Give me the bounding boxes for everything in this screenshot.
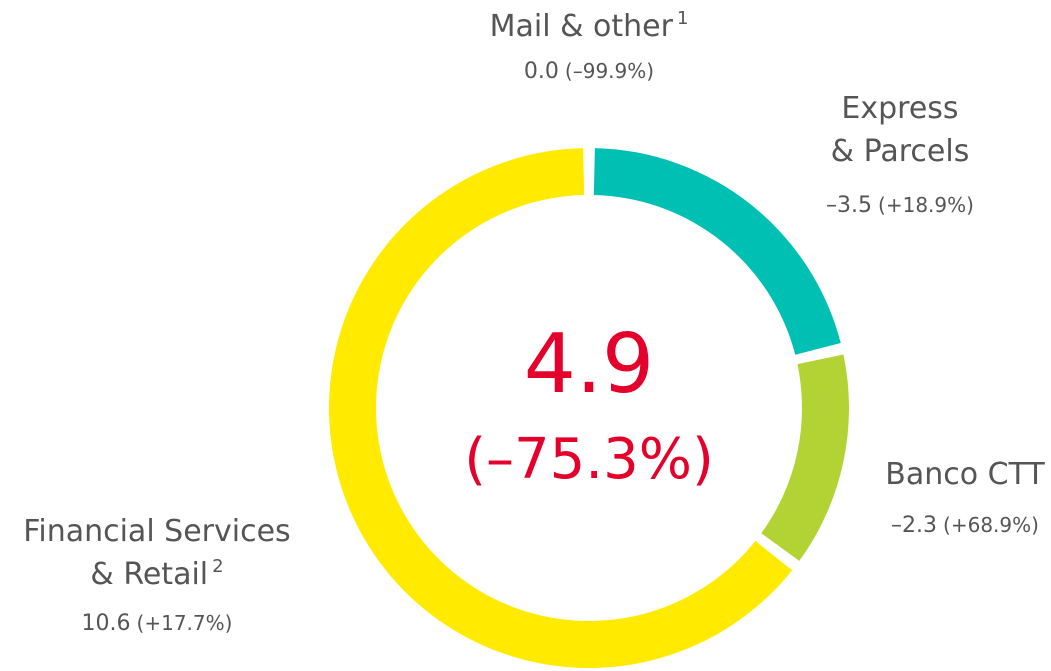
category-label: Banco CTT (885, 457, 1045, 492)
change-text: (+18.9%) (878, 193, 974, 217)
category-text: & Retail (90, 557, 208, 592)
category-label: Financial Services (23, 514, 290, 549)
value-text: –3.5 (826, 193, 872, 218)
donut-segment (593, 148, 841, 355)
value-label: –3.5 (+18.9%) (826, 193, 974, 218)
category-label: Express (841, 91, 958, 126)
category-text: Mail & other (490, 9, 674, 44)
value-text: 10.6 (82, 611, 131, 636)
value-label: 10.6 (+17.7%) (82, 611, 233, 636)
center-change: (–75.3%) (464, 427, 714, 492)
footnote-mark: 1 (677, 8, 688, 29)
category-text: & Parcels (831, 134, 970, 169)
center-total: 4.9 (524, 317, 654, 412)
category-label: & Retail 2 (90, 556, 223, 592)
change-text: (+68.9%) (943, 513, 1039, 537)
category-text: Financial Services (23, 514, 290, 549)
category-label: Mail & other 1 (490, 8, 689, 44)
change-text: (+17.7%) (137, 611, 233, 635)
change-text: (–99.9%) (565, 59, 654, 83)
donut-segment (761, 354, 849, 561)
value-text: –2.3 (891, 513, 937, 538)
value-text: 0.0 (524, 59, 559, 84)
category-text: Express (841, 91, 958, 126)
value-label: 0.0 (–99.9%) (524, 59, 654, 84)
category-label: & Parcels (831, 134, 970, 169)
footnote-mark: 2 (212, 556, 223, 577)
value-label: –2.3 (+68.9%) (891, 513, 1039, 538)
category-text: Banco CTT (885, 457, 1045, 492)
